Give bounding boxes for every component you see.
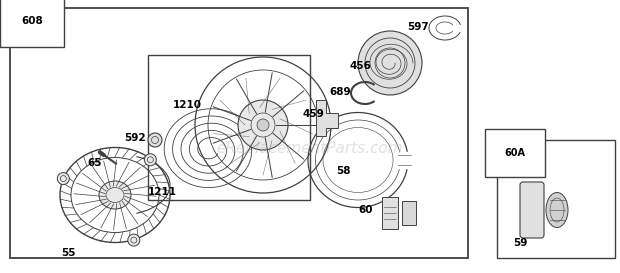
Bar	[10, 8, 468, 258]
Ellipse shape	[99, 181, 131, 209]
Text: 689: 689	[329, 87, 351, 97]
Text: 55: 55	[61, 248, 75, 258]
Text: 597: 597	[407, 22, 429, 32]
Circle shape	[57, 173, 69, 185]
Bar	[497, 140, 615, 258]
Circle shape	[148, 133, 162, 147]
Ellipse shape	[546, 192, 568, 227]
Bar	[148, 55, 310, 200]
Text: 459: 459	[302, 109, 324, 119]
Text: 456: 456	[349, 61, 371, 71]
Bar	[402, 201, 416, 225]
Bar	[382, 197, 398, 229]
FancyBboxPatch shape	[520, 182, 544, 238]
Text: 59: 59	[513, 238, 527, 248]
Text: eReplacementParts.com: eReplacementParts.com	[216, 141, 404, 156]
Text: 58: 58	[336, 166, 350, 176]
Text: 592: 592	[124, 133, 146, 143]
Circle shape	[257, 119, 269, 131]
Text: 65: 65	[88, 158, 102, 168]
Text: 1210: 1210	[172, 100, 202, 110]
Polygon shape	[316, 100, 338, 136]
Circle shape	[144, 154, 156, 166]
Text: 608: 608	[21, 16, 43, 26]
Circle shape	[358, 31, 422, 95]
Text: 1211: 1211	[148, 187, 177, 197]
Circle shape	[128, 234, 140, 246]
Circle shape	[238, 100, 288, 150]
Text: 60: 60	[359, 205, 373, 215]
Text: 60A: 60A	[505, 148, 526, 158]
